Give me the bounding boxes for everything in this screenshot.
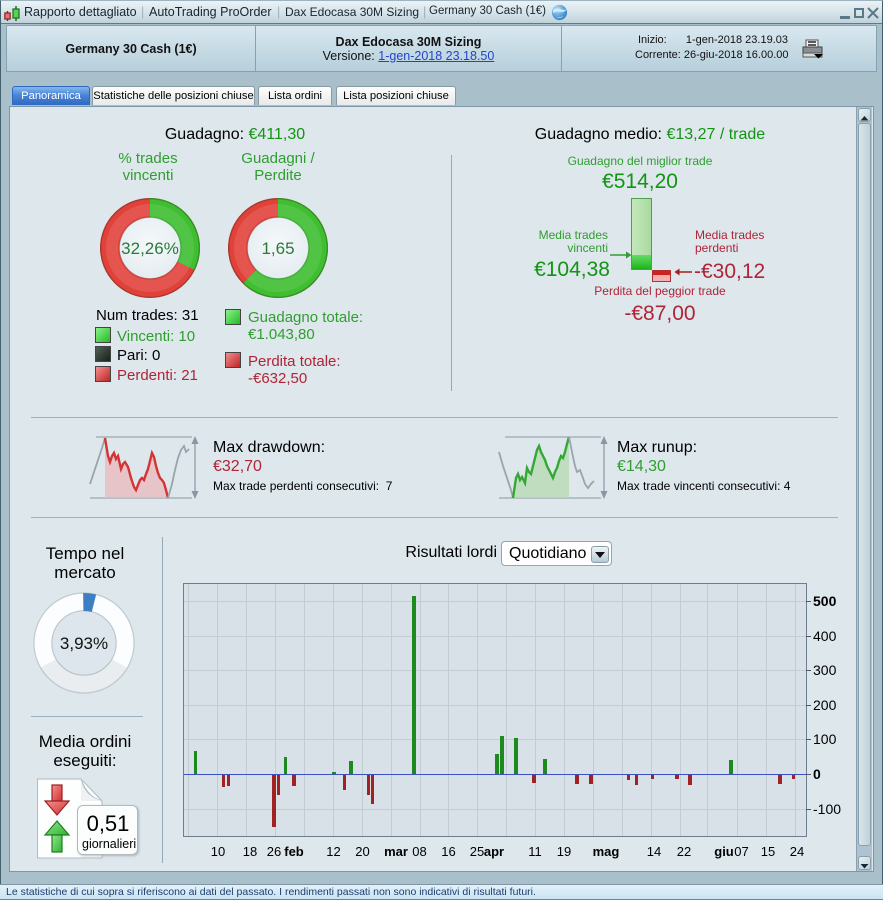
- svg-text:3,93%: 3,93%: [60, 634, 108, 653]
- svg-text:1,65: 1,65: [261, 239, 294, 258]
- svg-text:32,26%: 32,26%: [121, 239, 179, 258]
